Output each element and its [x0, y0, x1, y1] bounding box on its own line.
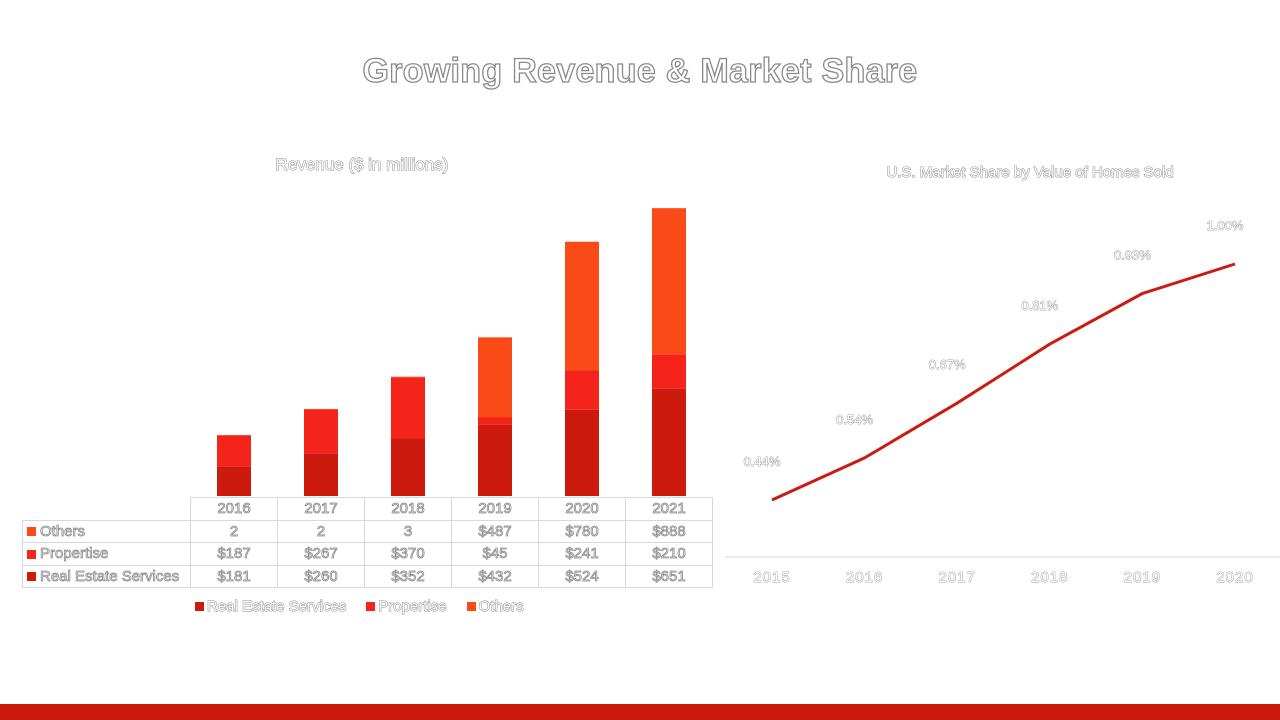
- table-header-cell: 2020: [538, 497, 626, 521]
- revenue-chart: [217, 208, 686, 496]
- table-cell: $352: [364, 564, 452, 588]
- bar-real-estate-services-2020: [565, 409, 599, 496]
- bar-propertise-2018: [391, 377, 425, 439]
- data-label-2016: 0.54%: [836, 412, 873, 427]
- data-label-2020: 1.00%: [1207, 218, 1244, 233]
- x-tick-label-2020: 2020: [1216, 569, 1253, 586]
- table-cell: $888: [625, 519, 713, 543]
- bar-real-estate-services-2019: [478, 424, 512, 496]
- table-cell: $432: [451, 564, 539, 588]
- x-tick-label-2017: 2017: [939, 569, 976, 586]
- bar-others-2020: [565, 241, 599, 371]
- legend-item-others: Others: [466, 598, 524, 616]
- table-header-cell: 2017: [277, 497, 365, 521]
- real-estate-swatch-icon: [27, 572, 36, 582]
- bar-others-2021: [652, 208, 686, 355]
- legend-swatch-icon: [466, 602, 476, 611]
- footer-accent-bar: [0, 704, 1280, 720]
- market-share-chart-title: U.S. Market Share by Value of Homes Sold: [886, 164, 1174, 182]
- table-cell: $487: [451, 519, 539, 543]
- legend-swatch-icon: [195, 602, 204, 611]
- table-cell: $260: [277, 564, 365, 588]
- table-cell: $780: [538, 519, 626, 543]
- table-cell: $181: [190, 564, 278, 588]
- table-row-propertise: Propertise $187 $267 $370 $45 $241 $210: [22, 542, 713, 566]
- table-cell: $267: [277, 542, 365, 566]
- bar-propertise-2020: [565, 370, 599, 410]
- table-row-others: Others 2 2 3 $487 $780 $888: [22, 519, 713, 543]
- x-tick-label-2016: 2016: [846, 569, 883, 586]
- bar-real-estate-services-2017: [304, 453, 338, 496]
- bar-propertise-2017: [304, 409, 338, 454]
- x-tick-label-2015: 2015: [753, 569, 790, 586]
- revenue-chart-title: Revenue ($ in millions): [275, 155, 449, 175]
- legend-swatch-icon: [366, 602, 376, 611]
- x-tick-label-2018: 2018: [1031, 569, 1068, 586]
- data-label-2019: 0.93%: [1114, 248, 1151, 263]
- revenue-data-table: 2016 2017 2018 2019 2020 2021 Others 2 2…: [22, 497, 713, 588]
- bar-real-estate-services-2021: [652, 388, 686, 496]
- market-share-chart: 0.44% 2015 0.54% 2016 0.67% 2017 0.81% 2018 0.93…: [725, 218, 1280, 586]
- revenue-chart-legend: Real Estate Services Propertise Others: [195, 598, 555, 616]
- table-cell: $651: [625, 564, 713, 588]
- propertise-swatch-icon: [27, 549, 36, 559]
- table-header-cell: 2016: [190, 497, 278, 521]
- data-label-2018: 0.81%: [1021, 298, 1058, 313]
- others-swatch-icon: [27, 527, 36, 537]
- table-row-real-estate-services: Real Estate Services $181 $260 $352 $432…: [22, 564, 713, 588]
- legend-item-real-estate-services: Real Estate Services: [195, 598, 347, 616]
- data-label-2017: 0.67%: [929, 357, 966, 372]
- bar-real-estate-services-2016: [217, 466, 251, 496]
- data-label-2015: 0.44%: [744, 454, 781, 469]
- page-title: Growing Revenue & Market Share: [362, 51, 918, 90]
- market-share-line: [771, 262, 1236, 502]
- bar-propertise-2021: [652, 354, 686, 389]
- table-cell: $45: [451, 542, 539, 566]
- legend-item-propertise: Propertise: [366, 598, 447, 616]
- bar-propertise-2016: [217, 435, 251, 467]
- bar-propertise-2019: [478, 417, 512, 425]
- x-tick-label-2019: 2019: [1124, 569, 1161, 586]
- bar-real-estate-services-2018: [391, 438, 425, 496]
- bar-others-2019: [478, 337, 512, 418]
